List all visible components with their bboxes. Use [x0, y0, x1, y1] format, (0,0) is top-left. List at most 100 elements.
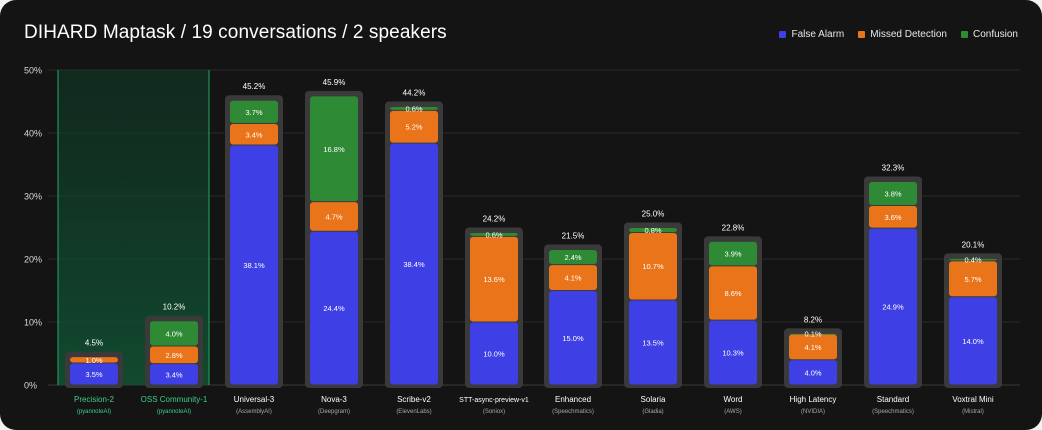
bar-segment-missed-detection — [869, 205, 917, 228]
segment-value-label: 3.9% — [724, 250, 741, 259]
bar-segment-missed-detection — [949, 261, 997, 297]
bar-segment-confusion — [709, 241, 757, 266]
segment-value-label: 38.4% — [403, 260, 425, 269]
bar-total-label: 44.2% — [403, 89, 426, 98]
segment-value-label: 10.7% — [642, 262, 664, 271]
bar-segment-confusion — [549, 250, 597, 265]
segment-value-label: 5.2% — [405, 123, 422, 132]
x-category-label: STT-async-preview-v1 — [459, 397, 529, 404]
segment-value-label: 24.9% — [882, 303, 904, 312]
legend-label-confusion: Confusion — [972, 29, 1018, 40]
chart-title: DIHARD Maptask / 19 conversations / 2 sp… — [24, 22, 447, 43]
x-provider-label: (NVIDIA) — [801, 409, 825, 415]
bar-segment-confusion — [230, 100, 278, 124]
x-provider-label: (ElevenLabs) — [396, 409, 431, 415]
segment-value-label: 0.1% — [804, 330, 821, 339]
x-provider-label: (Soniox) — [483, 409, 505, 415]
x-provider-label: (pyannoteAI) — [157, 409, 191, 415]
segment-value-label: 10.3% — [722, 349, 744, 358]
segment-value-label: 15.0% — [562, 334, 584, 343]
segment-value-label: 0.8% — [644, 226, 661, 235]
bar-total-label: 20.1% — [962, 240, 985, 249]
x-provider-label: (Speechmatics) — [552, 409, 594, 415]
bar-segment-confusion — [869, 182, 917, 205]
segment-value-label: 2.4% — [564, 253, 581, 262]
bar-segment-false-alarm — [949, 297, 997, 385]
segment-value-label: 0.6% — [405, 104, 422, 113]
bar-segment-confusion — [390, 107, 438, 110]
bars-layer — [65, 90, 1002, 389]
x-provider-label: (Mistral) — [962, 409, 984, 415]
x-provider-label: (AssemblyAI) — [236, 409, 272, 415]
bar-segment-false-alarm — [869, 228, 917, 385]
bar-segment-false-alarm — [549, 291, 597, 385]
bar-segment-confusion — [150, 321, 198, 346]
bar-total-label: 45.9% — [323, 78, 346, 87]
segment-value-label: 4.0% — [165, 329, 182, 338]
labels-layer: 3.5% 1.0% 4.5% Precision-2 (pyannoteAI) 3.4% 2… — [74, 78, 994, 415]
bar-segment-missed-detection — [789, 334, 837, 360]
bar-segment-confusion — [949, 258, 997, 261]
bar-segment-false-alarm — [150, 364, 198, 385]
x-category-label: Standard — [877, 395, 909, 404]
bar-total-label: 4.5% — [85, 339, 103, 348]
legend-item-missed-detection: Missed Detection — [858, 29, 947, 40]
x-category-label: Word — [724, 395, 743, 404]
x-category-label: Nova-3 — [321, 395, 347, 404]
y-tick-label: 0% — [24, 381, 37, 391]
bar-segment-false-alarm — [70, 363, 118, 385]
segment-value-label: 8.6% — [724, 289, 741, 298]
segment-value-label: 3.5% — [85, 370, 102, 379]
legend-item-false-alarm: False Alarm — [779, 29, 844, 40]
bar-total-label: 25.0% — [642, 210, 665, 219]
chart-legend: False Alarm Missed Detection Confusion — [779, 29, 1018, 40]
legend-label-false-alarm: False Alarm — [791, 29, 845, 40]
bar-segment-confusion — [310, 96, 358, 202]
x-provider-label: (Deepgram) — [318, 409, 350, 415]
segment-value-label: 3.4% — [165, 370, 182, 379]
x-provider-label: (Gladia) — [642, 409, 663, 415]
y-tick-label: 20% — [24, 255, 42, 265]
bar-total-label: 10.2% — [163, 303, 186, 312]
bar-segment-missed-detection — [70, 357, 118, 363]
segment-value-label: 16.8% — [323, 145, 345, 154]
grid-layer: 0% 10% 20% 30% 40% 50% — [24, 66, 1020, 391]
segment-value-label: 10.0% — [483, 350, 505, 359]
segment-value-label: 4.1% — [564, 274, 581, 283]
legend-label-missed-detection: Missed Detection — [870, 29, 947, 40]
segment-value-label: 0.4% — [964, 256, 981, 265]
segment-value-label: 5.7% — [964, 275, 981, 284]
x-category-label: OSS Community-1 — [141, 395, 208, 404]
x-category-label: Precision-2 — [74, 395, 115, 404]
x-category-label: Enhanced — [555, 395, 591, 404]
segment-value-label: 3.4% — [245, 130, 262, 139]
segment-value-label: 13.6% — [483, 275, 505, 284]
segment-value-label: 13.5% — [642, 338, 664, 347]
bar-segment-false-alarm — [470, 322, 518, 385]
x-category-label: Voxtral Mini — [952, 395, 994, 404]
bar-segment-missed-detection — [230, 124, 278, 145]
y-tick-label: 40% — [24, 129, 42, 139]
bar-segment-false-alarm — [629, 300, 677, 385]
y-tick-label: 30% — [24, 192, 42, 202]
x-provider-label: (pyannoteAI) — [77, 409, 111, 415]
segment-value-label: 3.7% — [245, 108, 262, 117]
bar-segment-false-alarm — [789, 360, 837, 385]
legend-swatch-confusion — [960, 31, 968, 38]
y-tick-label: 50% — [24, 66, 42, 76]
y-tick-label: 10% — [24, 318, 42, 328]
bar-segment-confusion — [470, 233, 518, 236]
x-provider-label: (AWS) — [724, 409, 741, 415]
bar-segment-false-alarm — [390, 143, 438, 385]
segment-value-label: 1.0% — [85, 356, 102, 365]
segment-value-label: 4.0% — [804, 368, 821, 377]
bar-segment-missed-detection — [629, 233, 677, 300]
bar-total-label: 22.8% — [722, 223, 745, 232]
bar-segment-false-alarm — [310, 231, 358, 385]
bar-segment-missed-detection — [470, 236, 518, 322]
segment-value-label: 4.7% — [325, 212, 342, 221]
x-category-label: Scribe-v2 — [397, 395, 431, 404]
segment-value-label: 0.6% — [485, 230, 502, 239]
bar-segment-missed-detection — [150, 346, 198, 364]
